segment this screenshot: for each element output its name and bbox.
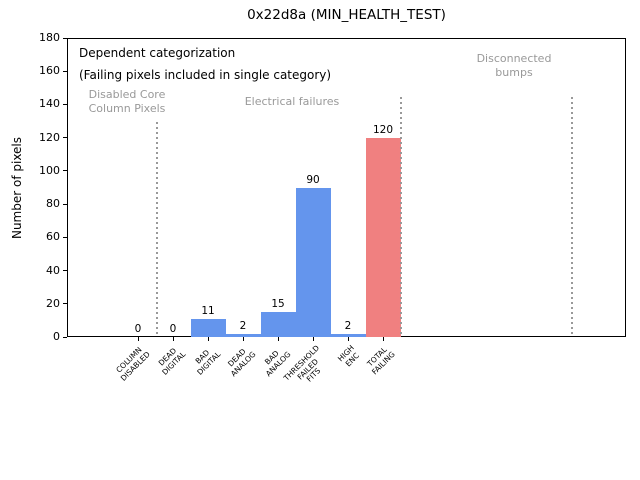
annotation-region-disconnected-bumps: Disconnected bumps xyxy=(476,52,552,79)
bar xyxy=(330,333,366,337)
y-tick-label: 80 xyxy=(46,197,60,211)
y-tick-mark xyxy=(63,70,67,72)
y-tick-mark xyxy=(63,103,67,105)
annotation-dependent-categorization: Dependent categorization (Failing pixels … xyxy=(79,43,331,86)
y-tick-label: 0 xyxy=(53,330,60,343)
bar xyxy=(225,333,261,337)
y-tick-mark xyxy=(63,170,67,172)
annotation-line-1: Dependent categorization xyxy=(79,46,236,60)
x-tick-label-text: DEAD DIGITAL xyxy=(156,346,187,377)
x-tick-label-text: DEAD ANALOG xyxy=(225,346,257,378)
x-tick-mark xyxy=(277,337,279,341)
y-tick-label: 120 xyxy=(39,130,60,144)
bar xyxy=(295,187,331,337)
y-tick-mark xyxy=(63,236,67,238)
separator-line xyxy=(570,97,573,337)
bar-value-label: 0 xyxy=(169,323,177,335)
y-tick-mark xyxy=(63,303,67,305)
bar-value-label: 120 xyxy=(372,123,394,136)
plot-area xyxy=(67,38,626,337)
y-tick-label: 140 xyxy=(39,97,60,111)
y-tick-mark xyxy=(63,137,67,139)
x-tick-mark xyxy=(207,337,209,341)
bar-value-label: 2 xyxy=(239,319,247,332)
annotation-line-2: (Failing pixels included in single categ… xyxy=(79,67,332,82)
x-tick-mark xyxy=(382,337,384,341)
x-tick-label-text: TOTAL FAILING xyxy=(365,345,397,377)
bar xyxy=(365,137,401,337)
x-tick-label-text: COLUMN DISABLED xyxy=(114,345,152,383)
y-tick-label: 40 xyxy=(46,263,60,277)
y-tick-mark xyxy=(63,270,67,272)
bar-value-label: 15 xyxy=(271,298,285,311)
x-tick-mark xyxy=(137,337,139,341)
x-tick-label-text: HIGH ENC xyxy=(335,343,361,369)
annotation-region-electrical-failures: Electrical failures xyxy=(244,95,340,108)
y-tick-label: 60 xyxy=(46,230,60,244)
separator-line xyxy=(155,122,158,337)
bar-value-label: 0 xyxy=(134,323,142,335)
y-axis-label: Number of pixels xyxy=(10,136,24,239)
y-tick-mark xyxy=(63,37,67,39)
x-tick-mark xyxy=(242,337,244,341)
y-tick-label: 160 xyxy=(39,64,60,78)
x-tick-label-text: BAD DIGITAL xyxy=(193,347,222,377)
separator-line xyxy=(399,97,402,337)
y-tick-mark xyxy=(63,203,67,205)
y-tick-mark xyxy=(63,336,67,338)
y-tick-label: 180 xyxy=(39,31,60,44)
chart-title: 0x22d8a (MIN_HEALTH_TEST) xyxy=(247,7,446,23)
annotation-region-disabled-core: Disabled Core Column Pixels xyxy=(88,88,166,115)
x-tick-mark xyxy=(347,337,349,341)
x-tick-mark xyxy=(172,337,174,341)
bar-value-label: 2 xyxy=(344,319,352,332)
y-tick-label: 100 xyxy=(39,163,60,177)
bar-value-label: 11 xyxy=(201,304,215,317)
x-tick-mark xyxy=(312,337,314,341)
bar-value-label: 90 xyxy=(306,173,320,186)
bar xyxy=(190,318,226,337)
bar xyxy=(260,312,296,337)
y-tick-label: 20 xyxy=(46,296,60,310)
